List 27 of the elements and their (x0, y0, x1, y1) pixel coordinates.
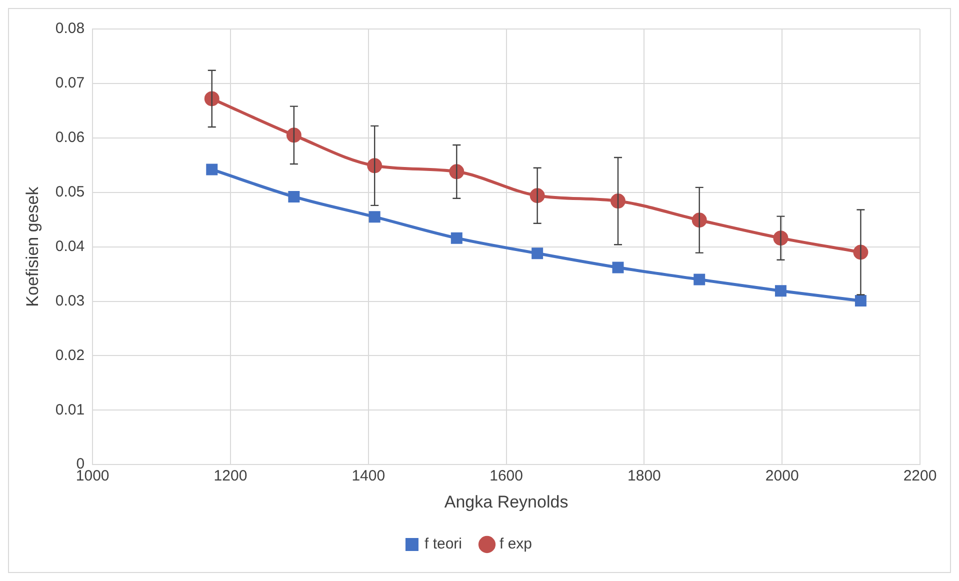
point (288, 190, 300, 202)
x-tick-label: 1600 (490, 468, 523, 485)
y-tick-label: 0.02 (55, 346, 85, 364)
y-tick-label: 0.06 (55, 129, 85, 146)
y-tick-label: 0.05 (55, 183, 85, 200)
point (612, 262, 624, 274)
y-tick-label: 0.03 (55, 292, 85, 310)
y-tick-label: 0.01 (55, 401, 85, 418)
x-tick-label: 2000 (765, 468, 799, 485)
y-tick-label: 0.04 (55, 238, 85, 255)
point (532, 248, 544, 260)
point (206, 164, 218, 176)
point (368, 211, 380, 223)
point (774, 285, 786, 297)
point (450, 232, 462, 244)
point (854, 294, 866, 306)
x-tick-label: 1800 (628, 468, 661, 485)
x-tick-label: 2200 (903, 468, 937, 485)
x-tick-label: 1400 (352, 468, 386, 485)
legend-label: f exp (500, 536, 532, 553)
y-tick-label: 0.08 (55, 20, 85, 38)
x-tick-label: 1200 (214, 468, 248, 485)
y-tick-label: 0.07 (55, 74, 85, 92)
x-axis-title: Angka Reynolds (444, 492, 568, 512)
point (694, 274, 706, 286)
y-axis-title: Koefisien gesek (22, 186, 42, 307)
legend-label: f teori (424, 536, 462, 553)
